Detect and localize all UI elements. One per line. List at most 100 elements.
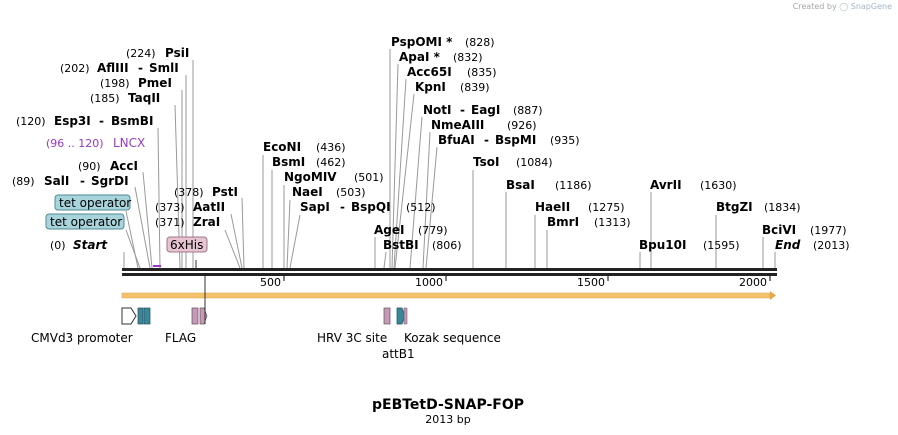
credit-brand: SnapGene [850,2,892,11]
svg-text:(839): (839) [460,81,490,94]
site-zrai: (371) ZraI [155,215,220,229]
svg-text:BciVI: BciVI [762,223,796,237]
svg-text:BsmBI: BsmBI [111,114,153,128]
svg-text:(90): (90) [78,160,101,173]
site-haeii: HaeII (1275) [535,200,625,214]
svg-text:AgeI: AgeI [374,223,404,237]
tet-operator-feature-2 [143,307,151,325]
site-kpni: KpnI (839) [415,80,490,94]
site-ngomiv: NgoMIV (501) [284,170,384,184]
svg-text:(224): (224) [126,47,156,60]
site-taqii: (185) TaqII [90,91,160,105]
svg-text:PstI: PstI [212,185,238,199]
orf-arrow [121,292,771,299]
site-sali: (89) SalI - SgrDI [12,174,129,188]
axis-ticks [283,276,771,281]
svg-text:(373): (373) [155,201,185,214]
svg-text:BstBI: BstBI [383,238,419,252]
svg-text:Bpu10I: Bpu10I [639,238,686,252]
tet-operator-label-1: tet operator [59,196,131,210]
svg-text:LNCX: LNCX [113,136,145,150]
svg-text:(503): (503) [336,186,366,199]
site-bpu10i: Bpu10I (1595) [639,238,740,252]
lncx-mark [153,265,161,267]
site-bsai: BsaI (1186) [506,178,592,192]
site-avrii: AvrII (1630) [650,178,737,192]
svg-text:(1275): (1275) [588,201,625,214]
tick-500: 500 [260,276,281,289]
svg-text:TsoI: TsoI [473,155,499,169]
svg-text:-: - [460,103,465,117]
svg-text:-: - [138,61,143,75]
svg-text:BsaI: BsaI [506,178,535,192]
plasmid-name: pEBTetD-SNAP-FOP [372,397,524,413]
site-aatii: (373) AatII [155,200,225,214]
svg-text:-: - [99,114,104,128]
svg-text:(2013): (2013) [813,239,850,252]
svg-text:Start: Start [73,238,108,252]
site-btgzi: BtgZI (1834) [716,200,801,214]
svg-text:Acc65I: Acc65I [407,65,452,79]
flag-label: FLAG [165,331,196,345]
tet-operator-feature-1 [137,307,144,325]
tet-operator-box-2 [45,213,125,230]
backbone-top-strand [122,268,777,271]
svg-text:AflIII: AflIII [97,61,129,75]
attb1-feature [396,307,406,325]
svg-text:(198): (198) [100,77,130,90]
svg-text:(835): (835) [467,66,497,79]
svg-text:(1834): (1834) [764,201,801,214]
tick-2000: 2000 [739,276,767,289]
site-pmei: (198) PmeI [100,76,172,90]
attb1-label: attB1 [382,347,415,361]
svg-text:KpnI: KpnI [415,80,446,94]
leader-lines [123,49,776,269]
svg-text:(1084): (1084) [516,156,553,169]
tick-1000: 1000 [415,276,443,289]
site-bsmi: BsmI (462) [272,155,346,169]
svg-text:ApaI *: ApaI * [399,50,441,64]
site-lncx: (96 .. 120) LNCX [46,136,145,150]
feature-connectors [195,260,206,324]
svg-text:EcoNI: EcoNI [263,140,301,154]
svg-text:(512): (512) [406,201,436,214]
svg-text:(1630): (1630) [700,179,737,192]
site-apai: ApaI * (832) [399,50,483,64]
svg-text:(501): (501) [354,171,384,184]
svg-text:NmeAIII: NmeAIII [431,118,484,132]
axis-labels: 500 1000 1500 2000 [260,276,767,289]
svg-text:(935): (935) [550,134,580,147]
svg-text:(462): (462) [316,156,346,169]
site-pspomi: PspOMI * (828) [391,35,495,49]
flag-feature [191,307,199,325]
svg-text:PspOMI *: PspOMI * [391,35,453,49]
plasmid-size: 2013 bp [425,413,470,426]
site-tsoi: TsoI (1084) [473,155,553,169]
his-label: 6xHis [170,238,203,252]
site-agei: AgeI (779) [374,223,448,237]
svg-text:-: - [80,174,85,188]
his-feature [199,307,208,325]
svg-text:Esp3I: Esp3I [54,114,91,128]
orf-arrow-head [770,291,776,300]
tet-operator-box-1 [54,194,131,211]
svg-text:BtgZI: BtgZI [716,200,753,214]
svg-text:PmeI: PmeI [138,76,172,90]
cmv-promoter-feature [121,307,137,325]
svg-text:NgoMIV: NgoMIV [284,170,337,184]
svg-text:(436): (436) [316,141,346,154]
svg-text:AvrII: AvrII [650,178,682,192]
svg-text:(202): (202) [60,62,90,75]
svg-text:BfuAI: BfuAI [438,133,475,147]
svg-text:(828): (828) [465,36,495,49]
svg-text:SgrDI: SgrDI [91,174,129,188]
snapgene-credit: Created by ◯ SnapGene [793,2,892,11]
credit-prefix: Created by [792,2,837,11]
svg-text:SmlI: SmlI [149,61,179,75]
svg-text:SalI: SalI [44,174,69,188]
svg-text:ZraI: ZraI [193,215,220,229]
site-nmeaiii: NmeAIII (926) [431,118,537,132]
svg-text:PsiI: PsiI [165,46,189,60]
svg-text:(832): (832) [453,51,483,64]
his-box [166,236,208,253]
